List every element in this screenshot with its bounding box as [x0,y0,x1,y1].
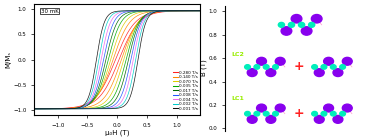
Circle shape [257,104,266,112]
Circle shape [308,22,315,27]
Circle shape [311,14,322,23]
Legend: 0.280 T/s, 0.140 T/s, 0.070 T/s, 0.035 T/s, 0.017 T/s, 0.008 T/s, 0.004 T/s, 0.0: 0.280 T/s, 0.140 T/s, 0.070 T/s, 0.035 T… [171,69,200,112]
Circle shape [275,104,285,112]
Circle shape [245,111,250,116]
Circle shape [342,57,352,65]
Circle shape [342,104,352,112]
Text: +: + [294,60,305,73]
Circle shape [333,116,343,123]
Circle shape [330,65,336,69]
Circle shape [266,69,276,76]
Circle shape [288,22,294,27]
Circle shape [321,65,327,69]
Circle shape [299,22,305,27]
Circle shape [245,65,250,69]
Circle shape [263,65,269,69]
Circle shape [273,65,278,69]
Circle shape [247,116,257,123]
Circle shape [312,65,318,69]
Text: 30 mK: 30 mK [41,9,59,14]
Circle shape [340,111,345,116]
Text: LC1: LC1 [232,96,245,101]
Circle shape [278,22,285,27]
Circle shape [314,69,324,76]
Circle shape [257,57,266,65]
Y-axis label: M/Mₛ: M/Mₛ [6,51,12,68]
Circle shape [301,27,312,35]
Circle shape [266,116,276,123]
Text: +: + [294,107,305,120]
Circle shape [263,111,269,116]
Circle shape [314,116,324,123]
Circle shape [312,111,318,116]
X-axis label: μ₀H (T): μ₀H (T) [105,129,129,136]
Circle shape [254,65,260,69]
Y-axis label: B (T): B (T) [201,60,207,76]
Text: LC2: LC2 [232,52,245,57]
Circle shape [324,104,333,112]
Circle shape [321,111,327,116]
Circle shape [275,57,285,65]
Circle shape [273,111,278,116]
Circle shape [340,65,345,69]
Circle shape [291,14,302,23]
Circle shape [330,111,336,116]
Circle shape [333,69,343,76]
Circle shape [324,57,333,65]
Circle shape [247,69,257,76]
Circle shape [281,27,292,35]
Circle shape [254,111,260,116]
